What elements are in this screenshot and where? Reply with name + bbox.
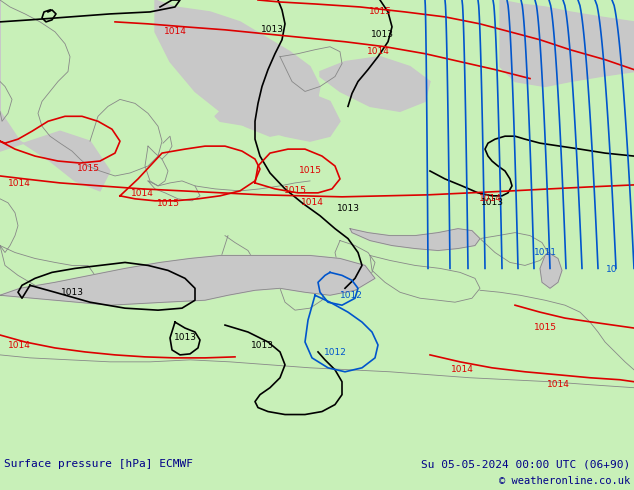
Text: 1013: 1013	[370, 30, 394, 39]
Polygon shape	[155, 0, 320, 136]
Polygon shape	[500, 0, 634, 87]
Polygon shape	[540, 252, 562, 288]
Text: 1011: 1011	[533, 248, 557, 257]
Polygon shape	[320, 57, 430, 111]
Text: 1013: 1013	[337, 204, 359, 213]
Text: 1014: 1014	[164, 27, 186, 36]
Text: Su 05-05-2024 00:00 UTC (06+90): Su 05-05-2024 00:00 UTC (06+90)	[421, 460, 630, 469]
Text: 1013: 1013	[250, 341, 273, 350]
Polygon shape	[215, 90, 340, 141]
Text: 1015: 1015	[157, 199, 179, 208]
Text: 1015: 1015	[283, 186, 306, 195]
Text: 1015: 1015	[368, 7, 392, 16]
Text: 1013: 1013	[174, 333, 197, 342]
Text: 1014: 1014	[547, 380, 569, 389]
Text: 1014: 1014	[366, 47, 389, 56]
Text: 1013: 1013	[481, 198, 503, 207]
Text: 1015: 1015	[299, 166, 321, 175]
Text: 1014: 1014	[8, 179, 31, 188]
Text: 1013: 1013	[60, 288, 84, 297]
Polygon shape	[0, 0, 110, 191]
Polygon shape	[350, 229, 480, 250]
Text: 1014: 1014	[131, 189, 153, 198]
Text: 1012: 1012	[323, 348, 346, 357]
Text: 1013: 1013	[261, 25, 283, 34]
Text: 1014: 1014	[301, 198, 323, 207]
Text: © weatheronline.co.uk: © weatheronline.co.uk	[499, 476, 630, 486]
Text: 10: 10	[606, 266, 618, 274]
Text: Surface pressure [hPa] ECMWF: Surface pressure [hPa] ECMWF	[4, 460, 193, 469]
Text: 1014: 1014	[8, 341, 31, 350]
Text: 1014: 1014	[451, 365, 474, 374]
Text: 1015: 1015	[533, 323, 557, 332]
Text: 1014: 1014	[479, 194, 501, 203]
Text: 1012: 1012	[340, 291, 363, 300]
Polygon shape	[0, 255, 375, 305]
Text: 1015: 1015	[77, 164, 100, 173]
